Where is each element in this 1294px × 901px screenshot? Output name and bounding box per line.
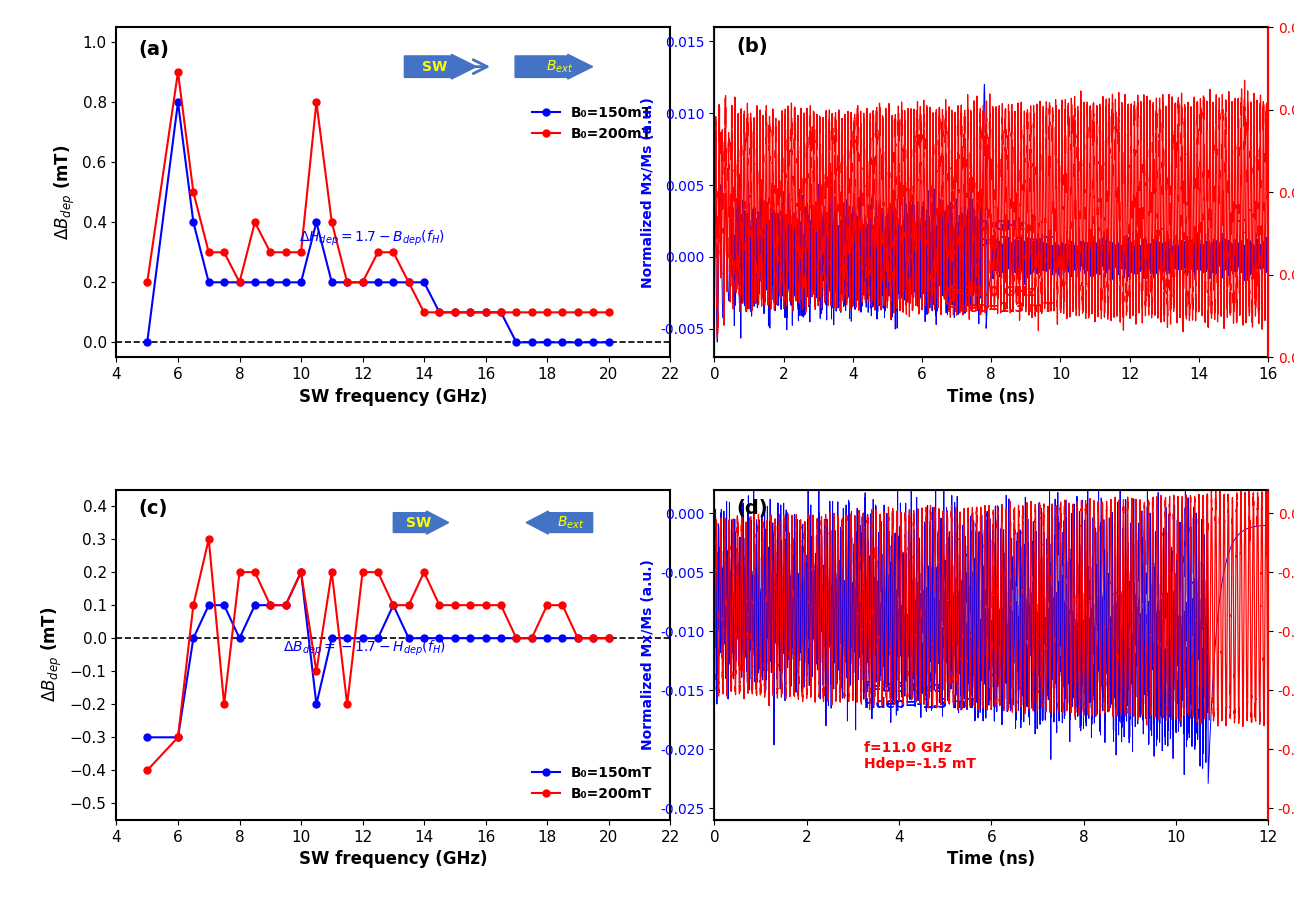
X-axis label: Time (ns): Time (ns) [947, 387, 1035, 405]
Text: $B_{ext}$: $B_{ext}$ [546, 59, 573, 75]
Text: f=6.0 GHz
Hdep=1.0 mT: f=6.0 GHz Hdep=1.0 mT [947, 219, 1053, 249]
Legend: B₀=150mT, B₀=200mT: B₀=150mT, B₀=200mT [527, 100, 657, 146]
Text: $\Delta H_{dep}=1.7-B_{dep}(f_H)$: $\Delta H_{dep}=1.7-B_{dep}(f_H)$ [299, 229, 445, 248]
X-axis label: Time (ns): Time (ns) [947, 851, 1035, 869]
Text: (c): (c) [138, 499, 168, 518]
Y-axis label: Normalized Mx/Ms (a.u.): Normalized Mx/Ms (a.u.) [641, 96, 655, 287]
FancyArrow shape [393, 511, 449, 534]
FancyArrow shape [404, 54, 476, 79]
Legend: B₀=150mT, B₀=200mT: B₀=150mT, B₀=200mT [527, 760, 657, 806]
Text: f=11.0 GHz
Hdep=1.3 mT: f=11.0 GHz Hdep=1.3 mT [947, 285, 1053, 315]
Text: (b): (b) [736, 37, 769, 56]
Text: f=8.5 GHz
Hdep=-1.5 mT: f=8.5 GHz Hdep=-1.5 mT [864, 681, 976, 712]
Text: SW: SW [422, 59, 448, 74]
Text: f=11.0 GHz
Hdep=-1.5 mT: f=11.0 GHz Hdep=-1.5 mT [864, 741, 976, 771]
Text: (d): (d) [736, 499, 769, 518]
Text: (a): (a) [138, 41, 170, 59]
X-axis label: SW frequency (GHz): SW frequency (GHz) [299, 387, 488, 405]
Y-axis label: $\Delta B_{dep}$ (mT): $\Delta B_{dep}$ (mT) [40, 607, 65, 703]
FancyArrow shape [527, 511, 593, 534]
Text: SW: SW [405, 515, 431, 530]
Text: $B_{ext}$: $B_{ext}$ [556, 514, 584, 531]
X-axis label: SW frequency (GHz): SW frequency (GHz) [299, 851, 488, 869]
Text: $\Delta B_{dep}=-1.7-H_{dep}(f_H)$: $\Delta B_{dep}=-1.7-H_{dep}(f_H)$ [282, 639, 445, 658]
Y-axis label: $\Delta B_{dep}$ (mT): $\Delta B_{dep}$ (mT) [53, 144, 76, 240]
FancyArrow shape [515, 54, 593, 79]
Y-axis label: Normalized Mx/Ms (a.u.): Normalized Mx/Ms (a.u.) [641, 560, 655, 751]
